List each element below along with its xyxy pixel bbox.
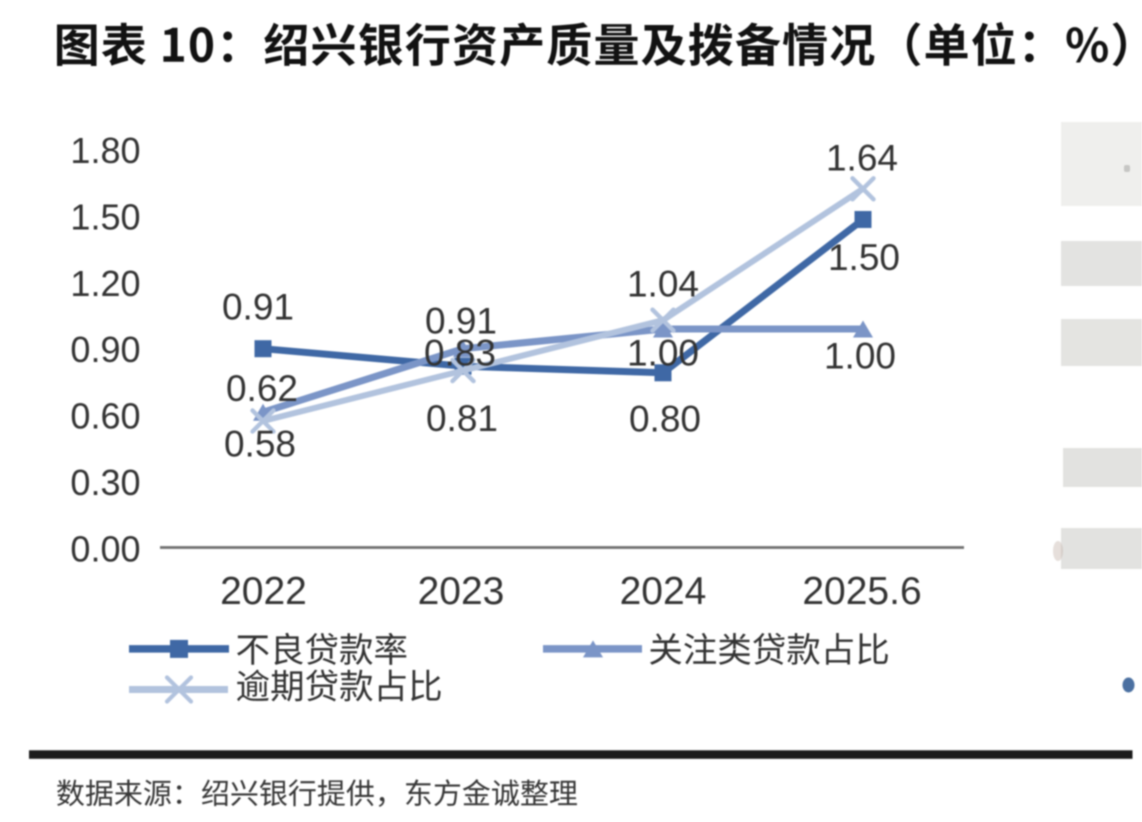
svg-text:1.50: 1.50 bbox=[70, 196, 140, 237]
svg-text:0.62: 0.62 bbox=[226, 368, 298, 409]
svg-text:2023: 2023 bbox=[418, 570, 505, 613]
svg-text:0.00: 0.00 bbox=[70, 529, 140, 570]
svg-text:2022: 2022 bbox=[220, 570, 307, 613]
svg-text:0.90: 0.90 bbox=[70, 329, 140, 370]
svg-text:0.80: 0.80 bbox=[629, 399, 701, 440]
svg-text:0.60: 0.60 bbox=[70, 396, 140, 437]
svg-text:0.81: 0.81 bbox=[426, 398, 498, 439]
svg-text:2024: 2024 bbox=[620, 570, 707, 613]
svg-text:0.58: 0.58 bbox=[224, 424, 296, 465]
svg-text:1.20: 1.20 bbox=[70, 263, 140, 304]
svg-text:0.30: 0.30 bbox=[70, 462, 140, 503]
svg-text:1.00: 1.00 bbox=[824, 336, 896, 377]
svg-text:1.64: 1.64 bbox=[826, 138, 898, 179]
svg-text:1.00: 1.00 bbox=[627, 333, 699, 374]
svg-text:1.50: 1.50 bbox=[828, 237, 900, 278]
svg-text:2025.6: 2025.6 bbox=[802, 570, 921, 613]
svg-text:0.91: 0.91 bbox=[222, 287, 294, 328]
svg-text:1.80: 1.80 bbox=[70, 130, 140, 171]
svg-text:0.91: 0.91 bbox=[425, 301, 497, 342]
svg-text:1.04: 1.04 bbox=[627, 264, 699, 305]
svg-text:0.83: 0.83 bbox=[424, 333, 496, 374]
